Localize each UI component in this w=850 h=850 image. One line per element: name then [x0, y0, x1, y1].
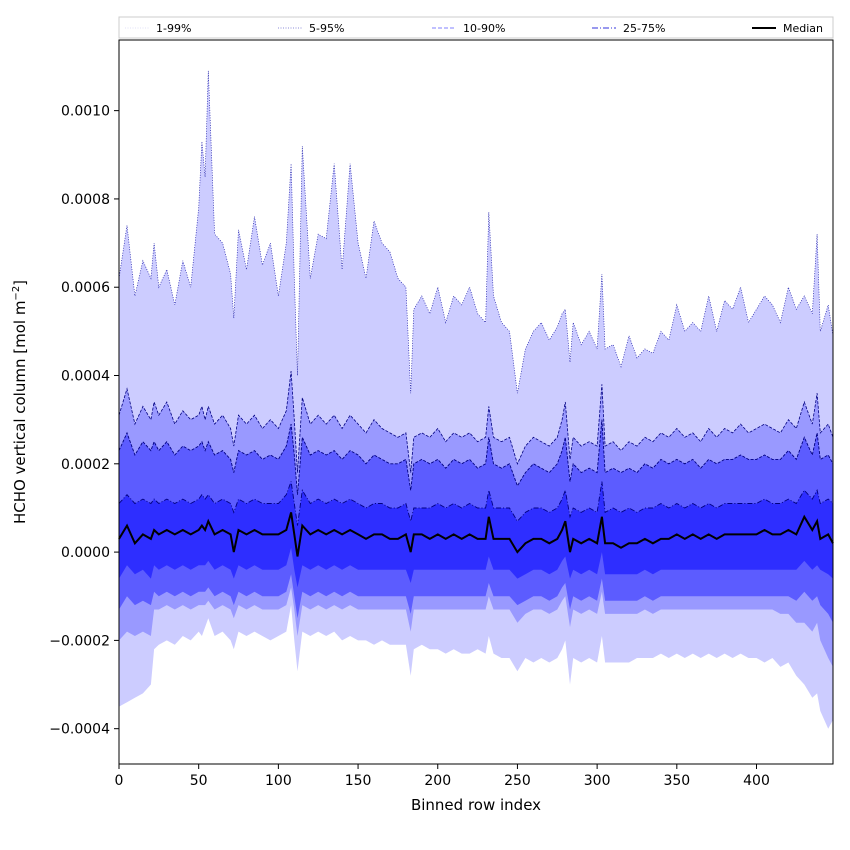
- band-25-75: [119, 481, 833, 588]
- x-tick-label: 50: [190, 773, 208, 789]
- y-axis-label-superscript: −2: [11, 286, 22, 301]
- plot-frame: [118, 39, 834, 765]
- line-p95: [118, 371, 834, 473]
- y-axis-ticks: −0.0004 −0.0002 0.0000 0.0002 0.0004 0.0006 0.…: [49, 104, 119, 738]
- y-tick-label: 0.0004: [61, 369, 110, 385]
- x-tick-label: 0: [115, 773, 124, 789]
- y-tick-label: 0.0002: [61, 457, 110, 473]
- median-line: [118, 512, 834, 557]
- percentile-bands: [119, 70, 833, 729]
- x-tick-label: 400: [743, 773, 770, 789]
- y-axis-label-main: HCHO vertical column [mol m: [11, 301, 29, 524]
- x-tick-label: 250: [504, 773, 531, 789]
- x-tick-label: 350: [663, 773, 690, 789]
- y-axis-label-close: ]: [11, 280, 29, 286]
- x-tick-label: 200: [424, 773, 451, 789]
- line-p75: [118, 481, 834, 526]
- percentile-lines: [118, 70, 834, 557]
- legend-label: 10-90%: [463, 22, 505, 35]
- x-axis-label: Binned row index: [411, 796, 541, 814]
- y-tick-label: 0.0006: [61, 280, 110, 296]
- x-tick-label: 150: [345, 773, 372, 789]
- legend-label: Median: [783, 22, 823, 35]
- y-tick-label: 0.0010: [61, 104, 110, 120]
- y-tick-label: −0.0004: [49, 722, 110, 738]
- y-axis-label: HCHO vertical column [mol m−2]: [11, 280, 29, 524]
- x-tick-label: 300: [584, 773, 611, 789]
- legend-label: 25-75%: [623, 22, 665, 35]
- x-axis-ticks: 0 50 100 150 200 250 300 350 400: [115, 764, 770, 789]
- y-tick-label: 0.0008: [61, 192, 110, 208]
- y-tick-label: −0.0002: [49, 633, 110, 649]
- line-p99: [118, 70, 834, 394]
- legend-label: 5-95%: [309, 22, 344, 35]
- y-tick-label: 0.0000: [61, 545, 110, 561]
- line-p90: [118, 419, 834, 495]
- x-tick-label: 100: [265, 773, 292, 789]
- legend: 1-99% 5-95% 10-90% 25-75% Median: [118, 16, 834, 39]
- legend-box: [118, 16, 834, 39]
- legend-label: 1-99%: [156, 22, 191, 35]
